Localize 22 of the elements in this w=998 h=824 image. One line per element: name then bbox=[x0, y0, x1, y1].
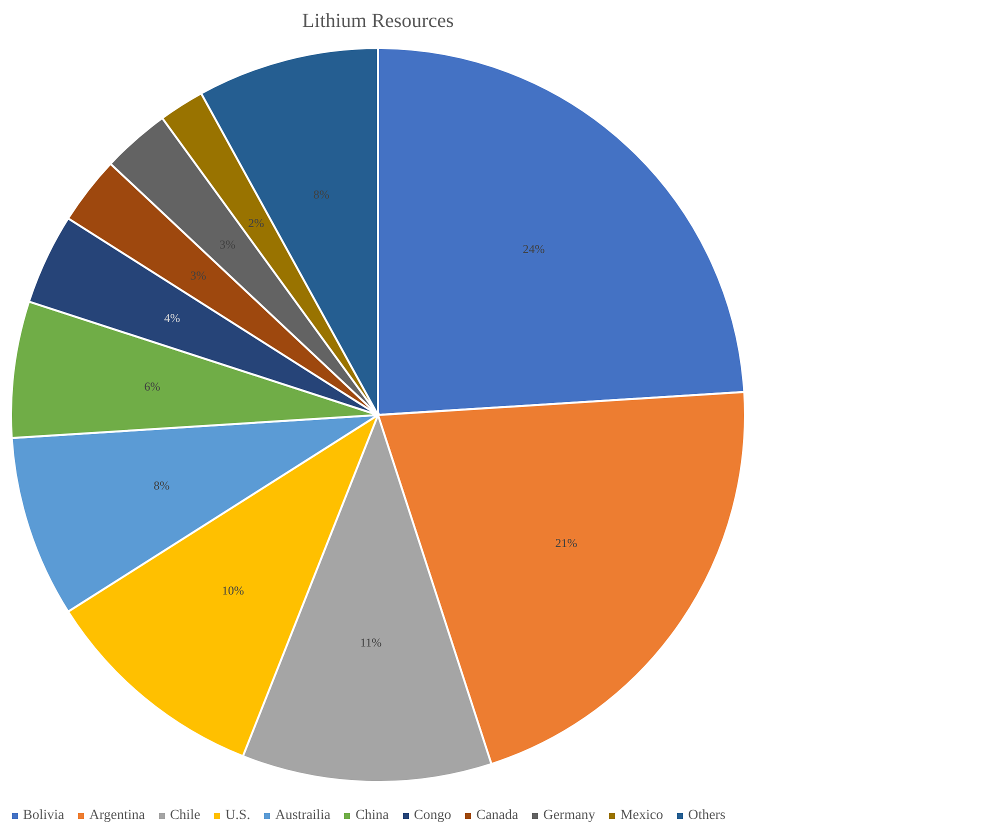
data-label: 6% bbox=[144, 379, 160, 394]
legend-label: U.S. bbox=[224, 808, 250, 824]
data-label: 10% bbox=[222, 583, 244, 598]
legend-label: Chile bbox=[168, 808, 200, 824]
legend-label: China bbox=[354, 808, 389, 824]
legend-label: Germany bbox=[542, 808, 596, 824]
legend-label: Mexico bbox=[619, 808, 664, 824]
chart-title: Lithium Resources bbox=[301, 10, 455, 33]
data-label: 8% bbox=[154, 478, 170, 492]
legend-label: Austrailia bbox=[274, 808, 330, 824]
data-label: 2% bbox=[248, 216, 264, 230]
legend-label: Canada bbox=[475, 808, 518, 824]
data-label: 3% bbox=[190, 268, 206, 283]
legend-label: Bolivia bbox=[22, 808, 64, 824]
data-label: 21% bbox=[555, 536, 578, 550]
data-label: 11% bbox=[360, 635, 382, 650]
legend-label: Argentina bbox=[88, 808, 145, 824]
data-label: 4% bbox=[164, 311, 180, 326]
legend-label: Congo bbox=[412, 808, 452, 824]
data-label: 24% bbox=[522, 242, 545, 256]
legend-label: Others bbox=[687, 808, 726, 824]
data-label: 8% bbox=[313, 188, 330, 202]
